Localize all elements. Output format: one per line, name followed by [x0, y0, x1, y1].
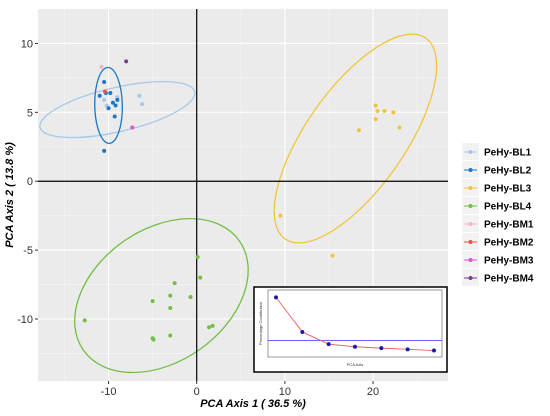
x-tick-label: 0 — [194, 386, 200, 398]
inset-y-label: Percentage Contribution — [258, 302, 263, 345]
legend: PeHy-BL1 PeHy-BL2 PeHy-BL3 PeHy-BL4 PeHy-BM1… — [462, 143, 534, 286]
reference-lines — [38, 9, 448, 381]
point-PeHy-BL3 — [391, 110, 396, 115]
point-PeHy-BL2 — [102, 80, 107, 85]
inset-point — [326, 342, 331, 347]
y-tick-label: -5 — [23, 245, 33, 257]
point-PeHy-BL3 — [375, 108, 380, 113]
point-PeHy-BL4 — [168, 333, 173, 338]
y-tick-label: 10 — [21, 38, 33, 50]
point-PeHy-BL2 — [110, 100, 115, 105]
point-PeHy-BL3 — [278, 213, 283, 218]
point-PeHy-BM2 — [103, 89, 108, 94]
point-PeHy-BL3 — [356, 128, 361, 133]
point-PeHy-BM4 — [124, 59, 129, 64]
point-PeHy-BL1 — [102, 97, 107, 102]
point-PeHy-BL4 — [150, 299, 155, 304]
point-PeHy-BL1 — [137, 93, 142, 98]
inset-plot-area — [267, 289, 443, 358]
scree-inset: PCA Axis Percentage Contribution — [253, 286, 448, 373]
y-tick-label: 0 — [27, 176, 33, 188]
legend-key-point — [468, 276, 473, 280]
inset-point — [353, 344, 357, 349]
point-PeHy-BL3 — [397, 125, 402, 130]
point-PeHy-BL4 — [82, 318, 87, 323]
point-PeHy-BL2 — [112, 114, 117, 119]
grid-lines — [38, 8, 448, 381]
point-PeHy-BL2 — [106, 106, 111, 111]
x-tick-label: -10 — [101, 386, 117, 398]
y-tick-label: -10 — [17, 314, 33, 326]
point-PeHy-BL2 — [102, 148, 107, 153]
point-PeHy-BL2 — [108, 91, 113, 96]
legend-label: PeHy-BL3 — [484, 184, 532, 195]
legend-label: PeHy-BM2 — [484, 238, 534, 249]
legend-label: PeHy-BM1 — [484, 220, 534, 231]
legend-key-point — [468, 204, 473, 208]
point-PeHy-BL3 — [382, 108, 387, 113]
point-PeHy-BL4 — [207, 325, 212, 330]
inset-point — [379, 346, 384, 351]
confidence-ellipses — [39, 33, 438, 374]
point-PeHy-BL3 — [373, 117, 378, 122]
point-PeHy-BL2 — [115, 97, 120, 102]
legend-label: PeHy-BL1 — [484, 148, 532, 159]
inset-point — [300, 329, 305, 334]
ellipse-PeHy-BL3 — [273, 33, 438, 244]
ellipse-PeHy-BL1 — [39, 80, 196, 139]
legend-label: PeHy-BM3 — [484, 256, 534, 267]
y-axis-title: PCA Axis 2 ( 13.8 %) — [4, 142, 16, 248]
point-PeHy-BL4 — [210, 323, 215, 328]
point-PeHy-BL2 — [97, 93, 102, 98]
point-PeHy-BL4 — [188, 294, 193, 299]
ellipse-PeHy-BL4 — [74, 217, 249, 374]
ellipse-PeHy-BL2 — [94, 66, 123, 145]
legend-key-point — [468, 258, 473, 262]
legend-label: PeHy-BL2 — [484, 166, 532, 177]
y-tick-label: 5 — [27, 107, 33, 119]
point-PeHy-BL4 — [198, 275, 203, 280]
inset-point — [432, 348, 436, 353]
legend-key-point — [468, 240, 473, 244]
inset-x-label: PCA Axis — [347, 362, 363, 367]
point-PeHy-BL3 — [373, 103, 378, 108]
legend-label: PeHy-BM4 — [484, 274, 534, 285]
point-PeHy-BM1 — [99, 64, 104, 69]
point-PeHy-BM3 — [130, 125, 135, 130]
legend-key-point — [468, 150, 473, 154]
inset-point — [405, 347, 410, 352]
x-tick-label: 10 — [279, 386, 291, 398]
legend-key-point — [468, 168, 473, 172]
point-PeHy-BL4 — [172, 281, 177, 286]
point-PeHy-BL2 — [113, 103, 118, 108]
legend-key-point — [468, 222, 473, 226]
inset-frame — [253, 286, 448, 373]
point-PeHy-BL1 — [140, 102, 145, 107]
data-points — [82, 59, 402, 342]
point-PeHy-BL1 — [115, 95, 120, 100]
legend-key-point — [468, 186, 473, 190]
x-axis-title: PCA Axis 1 ( 36.5 %) — [200, 398, 306, 410]
point-PeHy-BL3 — [330, 253, 335, 258]
inset-point — [274, 295, 278, 300]
point-PeHy-BL4 — [168, 293, 173, 298]
legend-label: PeHy-BL4 — [484, 202, 532, 213]
x-tick-label: 20 — [367, 386, 379, 398]
point-PeHy-BL4 — [151, 337, 156, 342]
point-PeHy-BL4 — [168, 305, 173, 310]
point-PeHy-BL4 — [195, 255, 200, 259]
axis-ticks: -10 0 10 20 -10 -5 0 5 10 — [17, 38, 379, 398]
